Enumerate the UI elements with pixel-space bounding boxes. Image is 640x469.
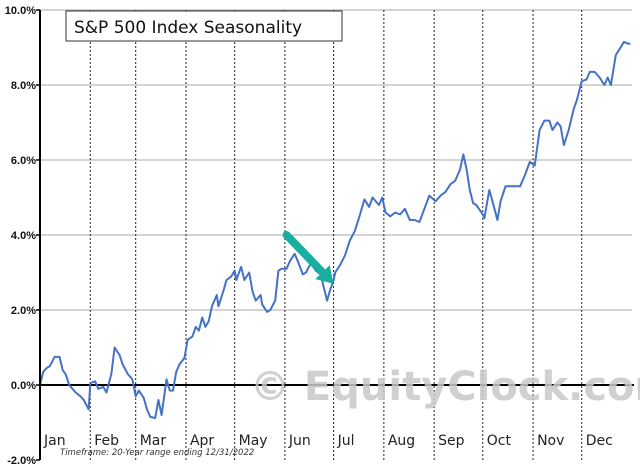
title-box: S&P 500 Index Seasonality <box>65 10 343 42</box>
y-tick-label: 8.0% <box>11 80 36 92</box>
y-tick-label: -2.0% <box>7 455 36 467</box>
y-tick-label: 6.0% <box>11 155 36 167</box>
y-tick-label: 0.0% <box>11 380 36 392</box>
month-label: Nov <box>537 433 564 449</box>
month-label: Mar <box>140 433 167 449</box>
month-dividers <box>89 10 583 460</box>
month-label: Apr <box>190 433 214 449</box>
month-label: Aug <box>388 433 415 449</box>
month-label: Jul <box>337 433 355 449</box>
watermark: © EquityClock.com <box>250 364 640 410</box>
month-label: May <box>239 433 268 449</box>
y-tick-label: 4.0% <box>11 230 36 242</box>
month-label: Dec <box>586 433 613 449</box>
arrow-shaft <box>282 231 327 277</box>
month-label: Oct <box>487 433 512 449</box>
month-label: Sep <box>438 433 465 449</box>
month-label: Jun <box>288 433 311 449</box>
month-labels: Jan Feb Mar Apr May Jun Jul Aug Sep Oct Nov Dec <box>43 433 613 449</box>
y-axis-ticks: 10.0% 8.0% 6.0% 4.0% 2.0% 0.0% -2.0% <box>5 5 40 467</box>
grid <box>40 9 634 386</box>
month-label: Feb <box>94 433 119 449</box>
month-label: Jan <box>43 433 66 449</box>
timeframe-note: Timeframe: 20-Year range ending 12/31/20… <box>60 448 254 458</box>
series-line <box>39 40 631 419</box>
y-tick-label: 2.0% <box>11 305 36 317</box>
chart-title: S&P 500 Index Seasonality <box>74 18 302 38</box>
annotation-arrow <box>282 231 334 284</box>
arrow-head <box>315 265 334 284</box>
y-tick-label: 10.0% <box>5 5 36 17</box>
